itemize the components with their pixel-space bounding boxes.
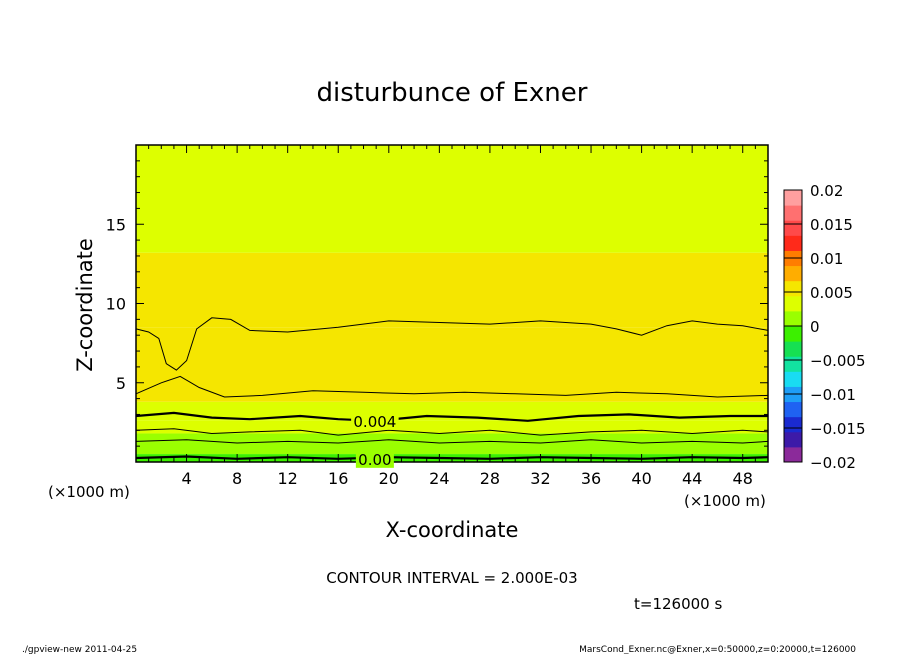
contour-line-0 (135, 317, 769, 371)
x-tick-label: 20 (379, 469, 399, 488)
colorbar-label: 0 (810, 318, 820, 336)
colorbar-ticks (784, 189, 802, 463)
colorbar-label: −0.005 (810, 352, 866, 370)
x-tick-labels: 4 8 12 16 20 24 28 32 36 40 44 48 (181, 469, 752, 488)
time-label: t=126000 s (634, 595, 722, 613)
fill-band-1 (136, 442, 768, 455)
x-tick-label: 44 (682, 469, 702, 488)
contour-line-3 (135, 428, 769, 436)
x-unit-left: (×1000 m) (48, 483, 130, 501)
y-tick-label: 5 (116, 374, 126, 393)
y-axis-label: Z-coordinate (73, 238, 97, 372)
fill-band-6 (136, 252, 768, 328)
x-tick-label: 12 (278, 469, 298, 488)
fill-band-5 (136, 327, 768, 402)
colorbar-swatch-5 (784, 371, 802, 387)
colorbar-label: −0.02 (810, 454, 856, 472)
x-tick-label: 40 (631, 469, 651, 488)
colorbar-label: 0.015 (810, 216, 853, 234)
colorbar-swatch-14 (784, 235, 802, 251)
footer-left: ./gpview-new 2011-04-25 (22, 645, 137, 654)
colorbar-swatch-17 (784, 190, 802, 206)
fill-bands (136, 145, 768, 462)
x-unit-right: (×1000 m) (684, 492, 766, 510)
colorbar-label: 0.02 (810, 182, 843, 200)
colorbar-swatch-3 (784, 401, 802, 418)
x-axis-label: X-coordinate (386, 518, 519, 542)
contour-line-4 (135, 439, 769, 444)
footer-right: MarsCond_Exner.nc@Exner,x=0:50000,z=0:20… (579, 645, 856, 654)
contour-interval: CONTOUR INTERVAL = 2.000E-03 (326, 569, 577, 587)
fill-band-7 (136, 145, 768, 253)
colorbar: 0.02 0.015 0.01 0.005 0 −0.005 −0.01 −0.015 −0.0… (783, 182, 866, 472)
x-tick-label: 24 (429, 469, 449, 488)
x-tick-label: 8 (232, 469, 242, 488)
fill-band-3 (136, 420, 768, 434)
colorbar-label: −0.01 (810, 386, 856, 404)
x-tick-label: 28 (480, 469, 500, 488)
contour-label-1: 0.00 (358, 451, 391, 469)
colorbar-label: 0.01 (810, 250, 843, 268)
colorbar-swatch-9 (784, 310, 802, 327)
x-tick-label: 4 (181, 469, 191, 488)
colorbar-swatch-12 (784, 265, 802, 282)
contour-label-bg-1 (355, 449, 394, 468)
colorbar-labels: 0.02 0.015 0.01 0.005 0 −0.005 −0.01 −0.015 −0.0… (810, 182, 866, 472)
y-tick-labels: 5 10 15 (106, 215, 126, 393)
x-tick-label: 16 (328, 469, 348, 488)
x-tick-label: 36 (581, 469, 601, 488)
colorbar-swatch-10 (784, 295, 802, 312)
colorbar-swatch-2 (784, 416, 802, 433)
axis-ticks (136, 145, 768, 462)
chart-title: disturbunce of Exner (317, 78, 588, 108)
contour-line-2 (135, 411, 768, 422)
colorbar-label: 0.005 (810, 284, 853, 302)
colorbar-swatch-0 (784, 446, 802, 463)
fill-band-2 (136, 433, 768, 443)
contour-line-1 (135, 375, 769, 398)
x-tick-label: 48 (733, 469, 753, 488)
colorbar-swatch-15 (784, 220, 802, 236)
colorbar-label: −0.015 (810, 420, 866, 438)
colorbar-swatch-11 (784, 280, 802, 297)
x-tick-label: 32 (530, 469, 550, 488)
contour-label-bg-0 (351, 411, 399, 430)
contour-label-0: 0.004 (353, 413, 396, 431)
colorbar-swatch-7 (784, 341, 802, 357)
colorbar-swatch-1 (784, 431, 802, 448)
colorbar-swatch-16 (784, 205, 802, 221)
y-tick-label: 15 (106, 215, 126, 234)
colorbar-swatch-6 (784, 356, 802, 372)
contour-labels: 0.004 0.00 (351, 411, 399, 469)
colorbar-swatch-8 (784, 326, 802, 342)
plot-area (135, 144, 769, 463)
y-tick-label: 10 (106, 295, 126, 314)
